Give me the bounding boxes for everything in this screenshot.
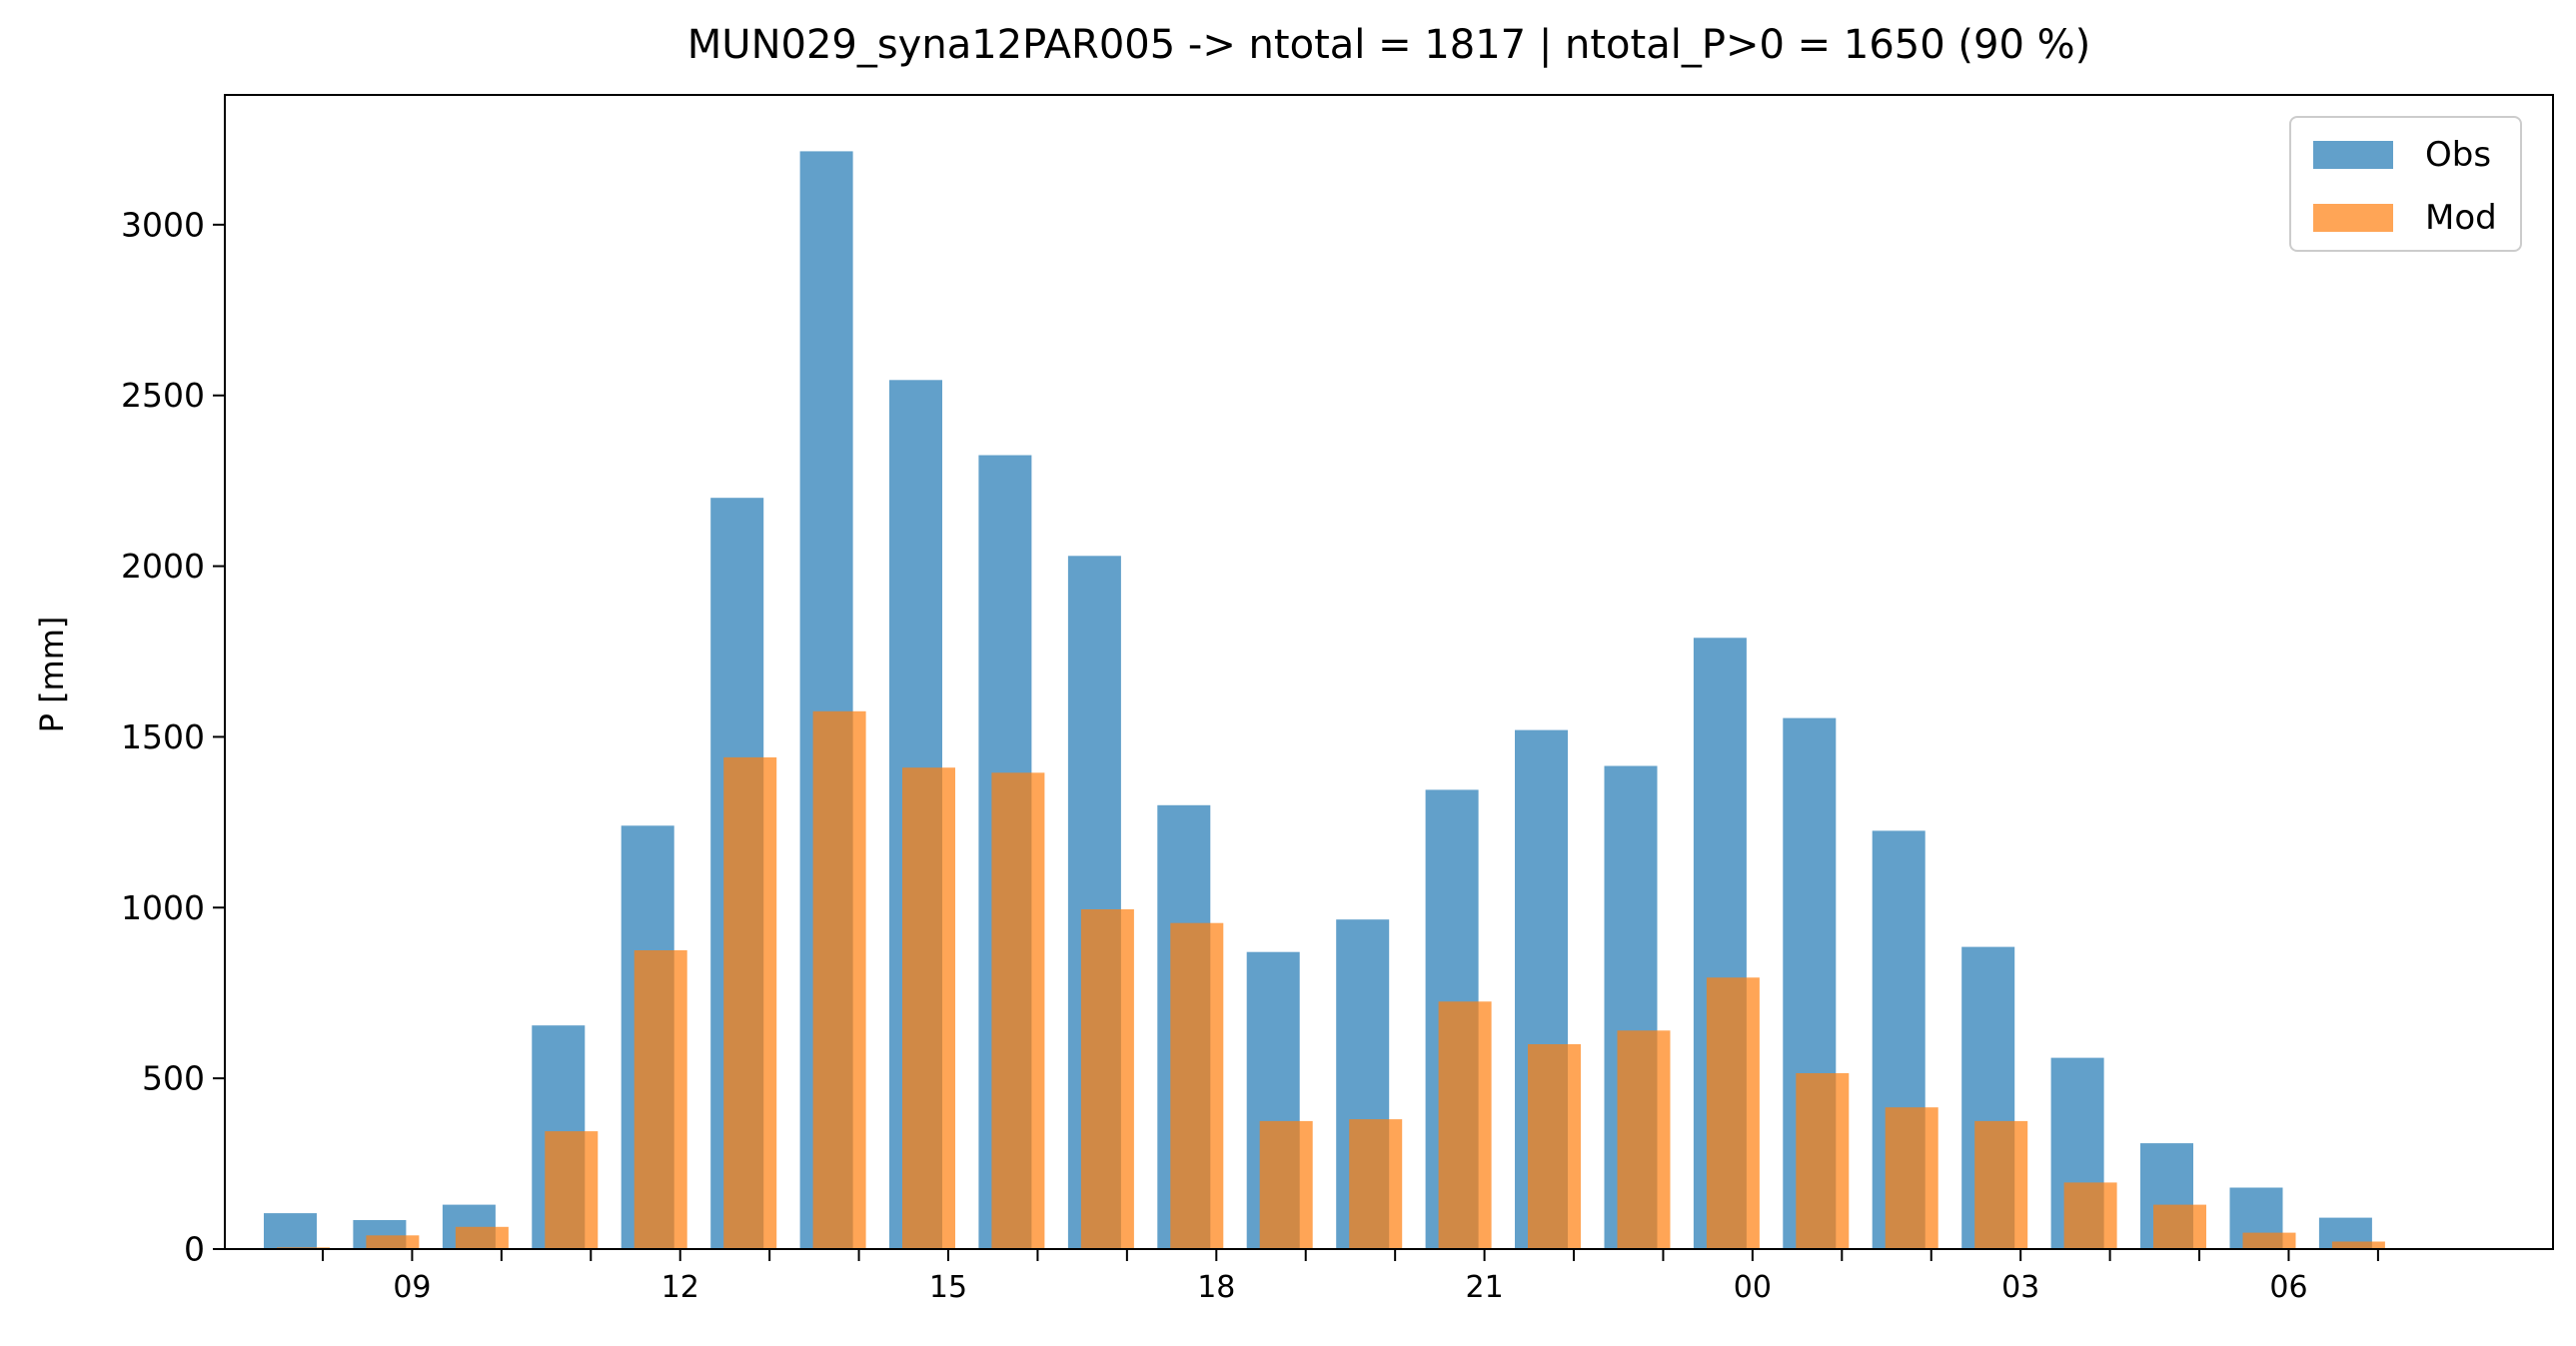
y-tick-label: 0 xyxy=(184,1230,205,1269)
mod-bar xyxy=(812,710,866,1249)
mod-bar xyxy=(2153,1204,2206,1249)
legend-item-obs: Obs xyxy=(2313,135,2491,175)
legend-item-mod: Mod xyxy=(2313,198,2497,238)
obs-series xyxy=(264,151,2372,1249)
y-tick-label: 1500 xyxy=(121,717,205,756)
x-tick-label: 18 xyxy=(1197,1270,1235,1305)
mod-bar xyxy=(545,1131,599,1249)
mod-bar xyxy=(1438,1001,1492,1249)
mod-bar xyxy=(1170,922,1224,1249)
x-tick-label: 00 xyxy=(1734,1270,1772,1305)
x-tick-label: 09 xyxy=(393,1270,431,1305)
mod-bar xyxy=(1796,1073,1850,1249)
mod-bar xyxy=(2331,1241,2385,1249)
x-tick-label: 21 xyxy=(1465,1270,1503,1305)
legend: Obs Mod xyxy=(2289,116,2522,252)
mod-bar xyxy=(2242,1232,2296,1249)
axes: 0 500 1000 1500 2000 2500 3000 09 12 15 18 21 00 03 06 xyxy=(121,94,2554,1305)
mod-series xyxy=(277,710,2385,1249)
mod-bar xyxy=(1259,1120,1313,1249)
mod-bar xyxy=(634,950,687,1249)
mod-bar xyxy=(455,1226,509,1249)
mod-bar xyxy=(1885,1107,1938,1249)
y-tick-label: 1000 xyxy=(121,888,205,927)
plot-frame xyxy=(224,94,2554,1250)
mod-bar xyxy=(366,1235,420,1249)
y-axis-label: P [mm] xyxy=(33,616,71,733)
mod-bar xyxy=(723,756,777,1249)
y-tick-label: 3000 xyxy=(121,205,205,244)
mod-bar xyxy=(991,772,1045,1249)
chart-title: MUN029_syna12PAR005 -> ntotal = 1817 | n… xyxy=(686,22,2091,68)
legend-swatch-mod xyxy=(2313,204,2393,232)
x-tick-label: 12 xyxy=(661,1270,699,1305)
y-tick-label: 2000 xyxy=(121,547,205,586)
x-tick-label: 03 xyxy=(2001,1270,2039,1305)
mod-bar xyxy=(1617,1030,1671,1249)
x-tick-label: 15 xyxy=(929,1270,967,1305)
legend-swatch-obs xyxy=(2313,141,2393,169)
mod-bar xyxy=(1706,977,1760,1249)
obs-bar xyxy=(264,1213,317,1249)
legend-label-mod: Mod xyxy=(2425,198,2497,238)
mod-bar xyxy=(1528,1044,1581,1249)
legend-label-obs: Obs xyxy=(2425,135,2492,175)
mod-bar xyxy=(1080,909,1134,1249)
mod-bar xyxy=(1349,1119,1403,1249)
y-tick-label: 500 xyxy=(142,1059,205,1098)
mod-bar xyxy=(2063,1182,2117,1249)
mod-bar xyxy=(1974,1120,2028,1249)
y-tick-label: 2500 xyxy=(121,376,205,415)
mod-bar xyxy=(902,767,955,1249)
x-tick-label: 06 xyxy=(2269,1270,2307,1305)
